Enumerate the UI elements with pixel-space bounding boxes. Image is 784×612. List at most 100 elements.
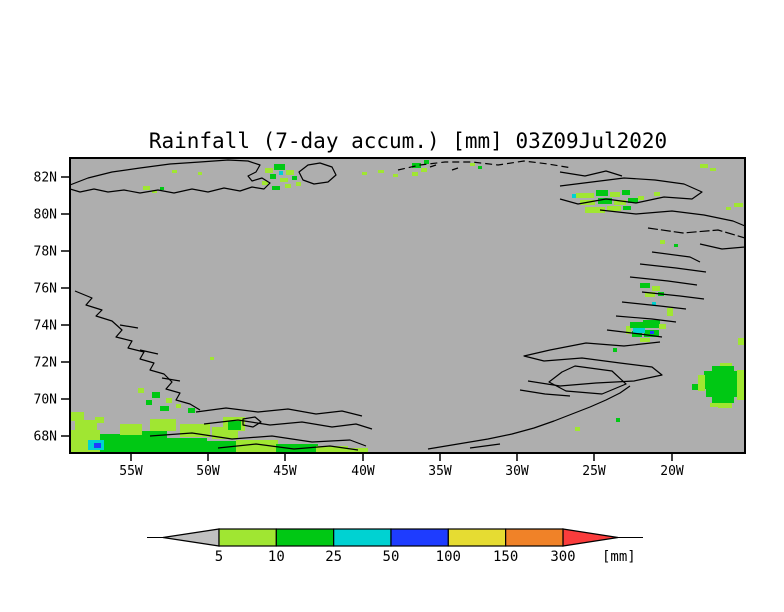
rain-cell (100, 434, 136, 453)
rain-cell (94, 443, 101, 448)
lon-tick-label: 25W (582, 464, 606, 479)
rain-cell (95, 417, 104, 423)
lat-tick-label: 68N (34, 430, 57, 445)
colorbar-segment (218, 528, 277, 547)
coastlines (70, 159, 745, 451)
map-frame (69, 157, 746, 454)
map-plot (70, 158, 745, 453)
colorbar-segment (505, 528, 564, 547)
rain-cell (470, 163, 475, 166)
rain-cell (712, 397, 734, 403)
coastline-path (119, 324, 139, 329)
coastline-path (427, 385, 631, 450)
colorbar-level-label: 100 (436, 549, 461, 565)
colorbar-segment (333, 528, 392, 547)
coastline-path (242, 416, 262, 428)
colorbar-segment (390, 528, 449, 547)
rain-cell (622, 190, 630, 195)
rain-cell (633, 328, 645, 333)
rain-cell (146, 400, 152, 405)
coastline-path (606, 329, 663, 338)
rain-cell (576, 193, 594, 198)
rain-cell (706, 389, 738, 397)
coastline-path (70, 159, 271, 194)
rain-cell (362, 172, 367, 175)
rain-cell (640, 338, 650, 342)
rain-cell (143, 186, 150, 190)
rain-cell (598, 198, 612, 204)
colorbar-level-label: 25 (325, 549, 342, 565)
lat-tick-label: 72N (34, 356, 57, 371)
lat-tick-label: 78N (34, 245, 57, 260)
coastline-path (651, 251, 701, 263)
coastline-path (397, 160, 573, 171)
coastline-path (74, 290, 201, 411)
lon-tick-label: 35W (428, 464, 452, 479)
colorbar-level-label: 150 (493, 549, 518, 565)
rain-cell (692, 384, 698, 390)
rain-cell (712, 366, 734, 371)
lat-tick-label: 82N (34, 171, 57, 186)
rain-cell (393, 174, 398, 177)
rain-cell (152, 392, 160, 398)
rain-cell (228, 421, 241, 430)
lon-tick-label: 30W (505, 464, 529, 479)
latitude-axis: 82N 80N 78N 76N 74N 72N 70N 68N (34, 171, 70, 445)
plot-title: Rainfall (7-day accum.) [mm] 03Z09Jul202… (149, 129, 667, 153)
rain-cell (643, 320, 660, 328)
rain-cell (626, 326, 631, 334)
coastline-path (195, 407, 363, 417)
longitude-axis: 55W 50W 45W 40W 35W 30W 25W 20W (119, 453, 684, 479)
rain-cell (654, 192, 660, 196)
rain-cell (659, 324, 666, 329)
rain-cell (176, 404, 181, 408)
rain-cell (279, 171, 283, 175)
coastline-path (548, 365, 627, 395)
rain-cell (236, 440, 278, 453)
rain-cell (710, 168, 716, 171)
rain-cell (613, 348, 617, 352)
rain-cell (704, 371, 738, 379)
coastline-path (699, 243, 745, 250)
rain-cell (412, 172, 418, 176)
rain-cell (160, 406, 169, 411)
coastline-path (139, 349, 159, 355)
lon-tick-label: 40W (351, 464, 375, 479)
rain-cell (667, 308, 673, 316)
colorbar-level-label: 300 (550, 549, 575, 565)
coastline-path (647, 227, 745, 239)
rain-cell (152, 190, 157, 193)
coastline-path (639, 263, 707, 273)
rain-cell (614, 200, 626, 205)
rain-cell (720, 363, 732, 368)
rain-cell (734, 203, 743, 207)
rain-cell (421, 168, 427, 172)
rain-cell (638, 196, 644, 200)
rain-cell (262, 181, 268, 185)
rain-cell (424, 160, 429, 164)
rain-cell (188, 408, 195, 413)
coastline-path (149, 432, 367, 447)
rain-cell (172, 170, 177, 173)
coastline-path (469, 443, 501, 449)
lon-tick-label: 20W (660, 464, 684, 479)
rain-cell (700, 379, 740, 389)
rain-cell (378, 170, 384, 173)
colorbar-level-label: 10 (268, 549, 285, 565)
colorbar-level-label: 50 (383, 549, 400, 565)
rain-cell (700, 164, 708, 168)
lat-tick-label: 76N (34, 282, 57, 297)
rain-cell (630, 322, 643, 328)
colorbar-segment (275, 528, 335, 547)
rain-cell (610, 192, 620, 197)
rain-cell (652, 286, 660, 291)
colorbar-segment (447, 528, 507, 547)
rain-cell (286, 170, 294, 175)
coastline-path (559, 177, 703, 205)
lon-tick-label: 45W (273, 464, 297, 479)
rain-cell (120, 424, 142, 435)
coastline-path (523, 341, 663, 387)
rain-cell (698, 375, 705, 391)
lat-tick-label: 74N (34, 319, 57, 334)
rain-cell (150, 419, 176, 431)
